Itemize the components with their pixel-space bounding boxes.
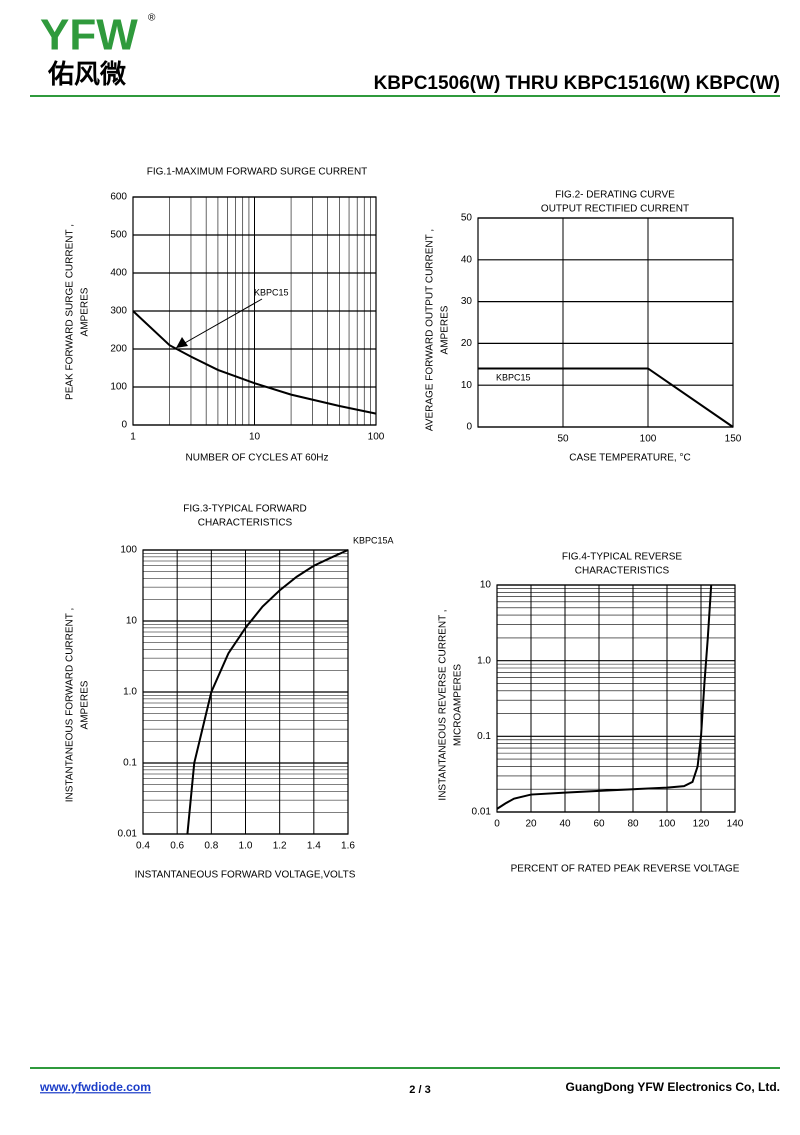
y-axis-label: AMPERES bbox=[80, 287, 91, 336]
x-tick-label: 50 bbox=[557, 434, 569, 445]
x-axis-label: NUMBER OF CYCLES AT 60Hz bbox=[186, 453, 329, 464]
annotation: KBPC15 bbox=[496, 372, 531, 382]
x-tick-label: 150 bbox=[725, 434, 742, 445]
x-axis-label: CASE TEMPERATURE, °C bbox=[569, 453, 690, 464]
annotation: KBPC15A bbox=[353, 535, 394, 545]
x-tick-label: 1.2 bbox=[273, 841, 287, 852]
x-tick-label: 40 bbox=[559, 819, 571, 830]
chart-title: FIG.1-MAXIMUM FORWARD SURGE CURRENT bbox=[147, 167, 368, 178]
y-tick-label: 10 bbox=[480, 580, 492, 591]
y-tick-label: 0.01 bbox=[472, 807, 492, 818]
data-line bbox=[186, 549, 349, 835]
y-tick-label: 400 bbox=[110, 268, 127, 279]
data-line bbox=[478, 367, 734, 428]
company-name: GuangDong YFW Electronics Co, Ltd. bbox=[566, 1080, 780, 1094]
y-axis-label: PEAK FORWARD SURGE CURRENT , bbox=[65, 224, 76, 400]
logo-chinese: 佑风微 bbox=[47, 59, 126, 89]
y-tick-label: 40 bbox=[461, 254, 473, 265]
y-axis-label: AMPERES bbox=[440, 305, 451, 354]
y-tick-label: 1.0 bbox=[477, 655, 491, 666]
y-tick-label: 10 bbox=[461, 380, 473, 391]
y-tick-label: 0 bbox=[466, 422, 472, 433]
x-tick-label: 0.8 bbox=[204, 841, 218, 852]
chart-title: FIG.4-TYPICAL REVERSE bbox=[562, 552, 683, 563]
y-tick-label: 0.1 bbox=[123, 758, 137, 769]
y-tick-label: 10 bbox=[126, 616, 138, 627]
x-tick-label: 1.6 bbox=[341, 841, 355, 852]
plot-frame bbox=[477, 217, 734, 428]
chart-title: CHARACTERISTICS bbox=[198, 518, 293, 529]
y-axis-label: AVERAGE FORWARD OUTPUT CURRENT , bbox=[425, 229, 436, 431]
x-tick-label: 140 bbox=[727, 819, 744, 830]
arrow-head bbox=[176, 337, 188, 348]
logo: YFW bbox=[40, 11, 138, 60]
registered-mark: ® bbox=[148, 13, 156, 24]
y-tick-label: 300 bbox=[110, 306, 127, 317]
chart-title: FIG.2- DERATING CURVE bbox=[555, 190, 675, 201]
x-tick-label: 120 bbox=[693, 819, 710, 830]
y-tick-label: 1.0 bbox=[123, 687, 137, 698]
chart-title: OUTPUT RECTIFIED CURRENT bbox=[541, 204, 689, 215]
page-number: 2 / 3 bbox=[409, 1084, 430, 1096]
website-link[interactable]: www.yfwdiode.com bbox=[39, 1080, 151, 1094]
y-tick-label: 50 bbox=[461, 213, 473, 224]
y-tick-label: 0.1 bbox=[477, 731, 491, 742]
x-tick-label: 20 bbox=[525, 819, 537, 830]
x-tick-label: 0 bbox=[494, 819, 500, 830]
document-title: KBPC1506(W) THRU KBPC1516(W) KBPC(W) bbox=[374, 73, 780, 94]
y-tick-label: 500 bbox=[110, 230, 127, 241]
x-tick-label: 0.6 bbox=[170, 841, 184, 852]
plot-frame bbox=[496, 584, 736, 813]
x-axis-label: INSTANTANEOUS FORWARD VOLTAGE,VOLTS bbox=[135, 870, 356, 881]
y-tick-label: 100 bbox=[110, 382, 127, 393]
y-tick-label: 0.01 bbox=[118, 829, 138, 840]
y-axis-label: AMPERES bbox=[80, 680, 91, 729]
y-axis-label: INSTANTANEOUS FORWARD CURRENT , bbox=[65, 608, 76, 802]
x-tick-label: 1.4 bbox=[307, 841, 321, 852]
y-tick-label: 30 bbox=[461, 296, 473, 307]
x-tick-label: 100 bbox=[640, 434, 657, 445]
chart-title: FIG.3-TYPICAL FORWARD bbox=[183, 504, 307, 515]
x-tick-label: 0.4 bbox=[136, 841, 150, 852]
data-line bbox=[132, 310, 377, 415]
x-tick-label: 100 bbox=[368, 432, 385, 443]
data-line bbox=[496, 584, 713, 810]
x-tick-label: 80 bbox=[627, 819, 639, 830]
x-tick-label: 1 bbox=[130, 432, 136, 443]
y-tick-label: 600 bbox=[110, 192, 127, 203]
y-axis-label: INSTANTANEOUS REVERSE CURRENT , bbox=[438, 609, 449, 800]
x-tick-label: 100 bbox=[659, 819, 676, 830]
y-tick-label: 100 bbox=[120, 545, 137, 556]
x-tick-label: 10 bbox=[249, 432, 261, 443]
y-tick-label: 0 bbox=[121, 420, 127, 431]
chart-title: CHARACTERISTICS bbox=[575, 566, 670, 577]
y-axis-label: MICROAMPERES bbox=[453, 664, 464, 747]
x-tick-label: 1.0 bbox=[239, 841, 253, 852]
annotation-arrow bbox=[175, 298, 263, 349]
y-tick-label: 200 bbox=[110, 344, 127, 355]
annotation: KBPC15 bbox=[254, 287, 289, 297]
x-tick-label: 60 bbox=[593, 819, 605, 830]
x-axis-label: PERCENT OF RATED PEAK REVERSE VOLTAGE bbox=[511, 864, 740, 875]
y-tick-label: 20 bbox=[461, 338, 473, 349]
